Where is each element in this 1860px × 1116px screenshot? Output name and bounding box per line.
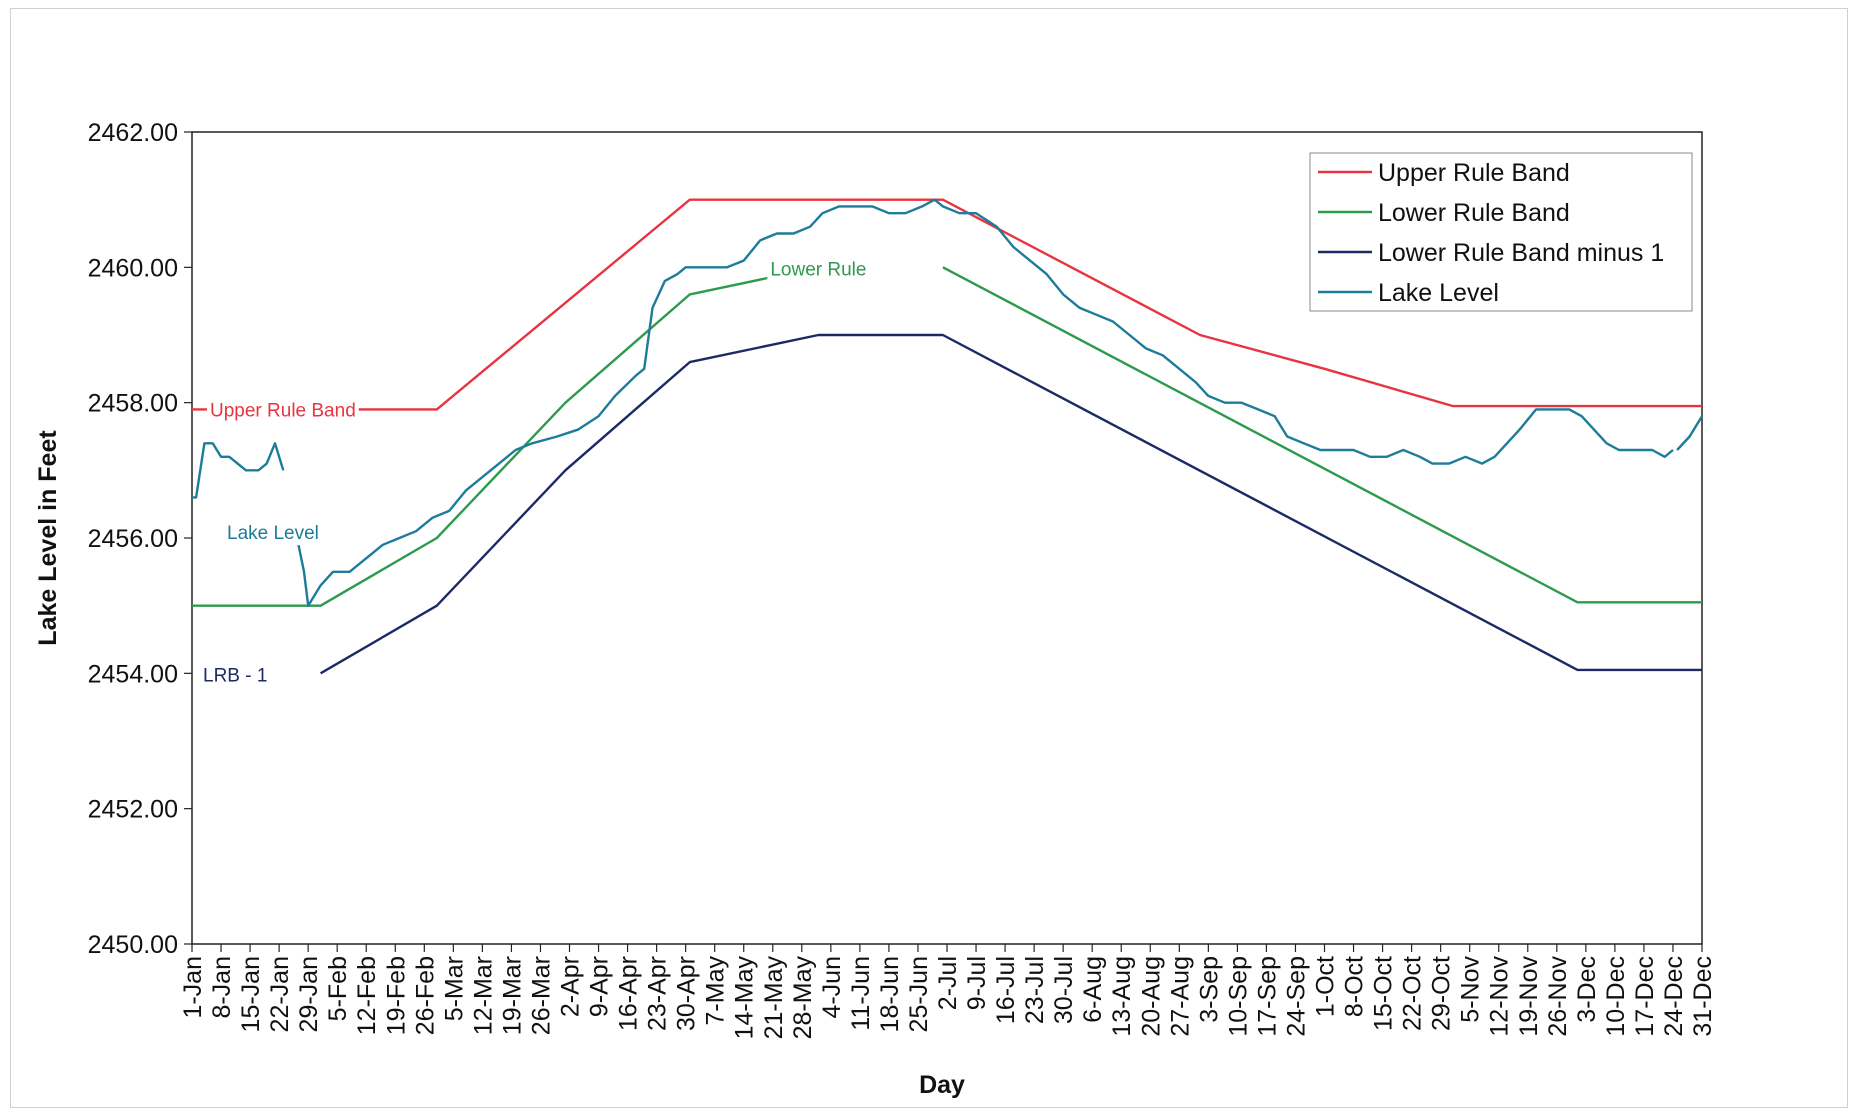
- x-tick-label: 19-Feb: [382, 956, 410, 1035]
- series-lines: [192, 198, 1704, 675]
- annotation-label: Lake Level: [227, 523, 319, 544]
- x-tick-label: 9-Apr: [586, 956, 614, 1017]
- y-tick-label: 2462.00: [88, 119, 178, 147]
- annotations: Upper Rule Band Lake Level LRB - 1 Lower Ru…: [200, 258, 870, 688]
- x-tick-label: 22-Jan: [266, 956, 294, 1032]
- x-tick-label: 26-Mar: [527, 956, 555, 1035]
- y-tick-label: 2454.00: [88, 660, 178, 688]
- x-tick-label: 3-Dec: [1573, 956, 1601, 1023]
- x-tick-label: 2-Apr: [557, 956, 585, 1017]
- x-tick-label: 26-Feb: [411, 956, 439, 1035]
- x-tick-label: 22-Oct: [1399, 956, 1427, 1031]
- legend-box: [1309, 152, 1693, 312]
- x-tick-label: 17-Sep: [1253, 956, 1281, 1037]
- x-tick-label: 15-Oct: [1370, 956, 1398, 1031]
- series-line-lower-rule-band: [192, 266, 819, 607]
- x-tick-label: 19-Mar: [498, 956, 526, 1035]
- x-tick-label: 12-Feb: [353, 956, 381, 1035]
- series-line-lake-level: [192, 442, 285, 499]
- series-line-upper-rule-band: [192, 198, 1702, 411]
- x-tick-label: 3-Sep: [1195, 956, 1223, 1023]
- x-tick-label: 28-May: [789, 956, 817, 1040]
- y-tick-label: 2450.00: [88, 931, 178, 959]
- y-axis-title: Lake Level in Feet: [34, 430, 62, 646]
- y-tick-label: 2458.00: [88, 390, 178, 418]
- legend-label: Lower Rule Band minus 1: [1378, 239, 1664, 267]
- x-tick-label: 1-Jan: [179, 956, 207, 1019]
- x-tick-label: 27-Aug: [1166, 956, 1194, 1037]
- y-tick-label: 2460.00: [88, 254, 178, 282]
- x-tick-label: 29-Oct: [1428, 956, 1456, 1031]
- x-tick-label: 6-Aug: [1079, 956, 1107, 1023]
- x-tick-label: 9-Jul: [963, 956, 991, 1010]
- x-tick-label: 30-Apr: [673, 956, 701, 1031]
- x-tick-label: 2-Jul: [934, 956, 962, 1010]
- series-line-lake-level: [294, 198, 1674, 607]
- series-line-lower-rule-band: [942, 266, 1702, 604]
- annotation-label: Upper Rule Band: [210, 400, 356, 421]
- annotation-label: Lower Rule: [770, 259, 866, 280]
- series-line-lower-rule-band-minus-1: [319, 333, 1702, 675]
- annotation-label: LRB - 1: [203, 665, 267, 686]
- x-tick-label: 25-Jun: [905, 956, 933, 1032]
- x-tick-label: 31-Dec: [1689, 956, 1717, 1037]
- legend-label: Upper Rule Band: [1378, 159, 1570, 187]
- x-tick-label: 13-Aug: [1108, 956, 1136, 1037]
- x-tick-label: 5-Feb: [324, 956, 352, 1021]
- x-tick-label: 4-Jun: [818, 956, 846, 1019]
- x-tick-label: 24-Dec: [1660, 956, 1688, 1037]
- x-tick-label: 8-Oct: [1341, 956, 1369, 1017]
- legend-label: Lower Rule Band: [1378, 199, 1570, 227]
- x-tick-label: 10-Dec: [1602, 956, 1630, 1037]
- x-tick-label: 14-May: [731, 956, 759, 1040]
- annotation-bg: [200, 664, 271, 688]
- x-tick-label: 8-Jan: [208, 956, 236, 1019]
- x-tick-label: 16-Apr: [615, 956, 643, 1031]
- annotation-bg: [767, 258, 870, 282]
- x-tick-label: 7-May: [702, 956, 730, 1026]
- x-tick-label: 17-Dec: [1631, 956, 1659, 1037]
- x-tick-label: 20-Aug: [1137, 956, 1165, 1037]
- x-tick-label: 21-May: [760, 956, 788, 1040]
- annotation-bg: [224, 522, 322, 546]
- x-tick-label: 23-Apr: [644, 956, 672, 1031]
- x-tick-label: 12-Mar: [469, 956, 497, 1035]
- y-tick-label: 2456.00: [88, 525, 178, 553]
- series-line-lake-level: [1676, 415, 1704, 451]
- x-tick-label: 1-Oct: [1312, 956, 1340, 1017]
- x-tick-label: 15-Jan: [237, 956, 265, 1032]
- x-tick-label: 18-Jun: [876, 956, 904, 1032]
- x-tick-label: 12-Nov: [1486, 956, 1514, 1037]
- x-tick-label: 19-Nov: [1515, 956, 1543, 1037]
- x-tick-label: 10-Sep: [1224, 956, 1252, 1037]
- x-tick-label: 24-Sep: [1282, 956, 1310, 1037]
- annotation-bg: [207, 399, 359, 423]
- x-tick-label: 23-Jul: [1021, 956, 1049, 1024]
- y-tick-label: 2452.00: [88, 796, 178, 824]
- x-axis-ticks: 1-Jan 8-Jan 15-Jan 22-Jan 29-Jan 5-Feb 12-Feb 1…: [179, 944, 1717, 1039]
- x-tick-label: 5-Nov: [1457, 956, 1485, 1023]
- legend-label: Lake Level: [1378, 279, 1499, 307]
- x-tick-label: 11-Jun: [847, 956, 875, 1031]
- x-tick-label: 30-Jul: [1050, 956, 1078, 1024]
- x-tick-label: 29-Jan: [295, 956, 323, 1032]
- x-tick-label: 16-Jul: [992, 956, 1020, 1024]
- legend: Upper Rule Band Lower Rule Band Lower Rule…: [1309, 152, 1693, 312]
- x-tick-label: 26-Nov: [1544, 956, 1572, 1037]
- x-axis-title: Day: [919, 1071, 965, 1099]
- x-tick-label: 5-Mar: [440, 956, 468, 1021]
- y-axis-ticks: 2450.00 2452.00 2454.00 2456.00 2458.00 2460.…: [88, 119, 192, 959]
